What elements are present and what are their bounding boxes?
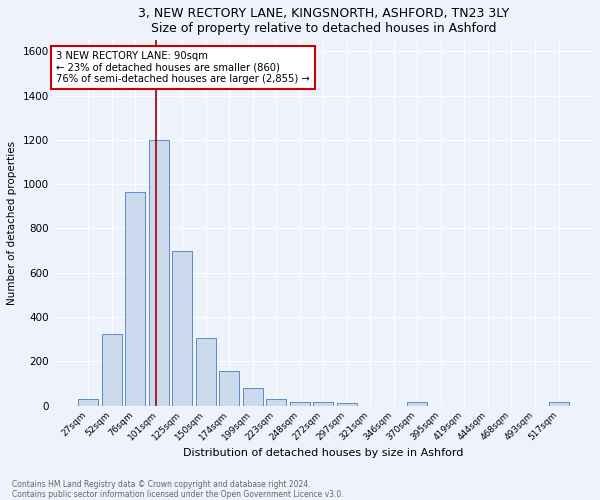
- Bar: [290, 402, 310, 406]
- Bar: [548, 402, 569, 406]
- Bar: [337, 403, 357, 406]
- Text: Contains HM Land Registry data © Crown copyright and database right 2024.
Contai: Contains HM Land Registry data © Crown c…: [12, 480, 344, 499]
- Text: 3 NEW RECTORY LANE: 90sqm
← 23% of detached houses are smaller (860)
76% of semi: 3 NEW RECTORY LANE: 90sqm ← 23% of detac…: [56, 51, 310, 84]
- X-axis label: Distribution of detached houses by size in Ashford: Distribution of detached houses by size …: [183, 448, 464, 458]
- Y-axis label: Number of detached properties: Number of detached properties: [7, 141, 17, 305]
- Bar: [149, 140, 169, 406]
- Title: 3, NEW RECTORY LANE, KINGSNORTH, ASHFORD, TN23 3LY
Size of property relative to : 3, NEW RECTORY LANE, KINGSNORTH, ASHFORD…: [138, 7, 509, 35]
- Bar: [243, 388, 263, 406]
- Bar: [196, 338, 216, 406]
- Bar: [172, 250, 192, 406]
- Bar: [313, 402, 334, 406]
- Bar: [219, 371, 239, 406]
- Bar: [78, 400, 98, 406]
- Bar: [125, 192, 145, 406]
- Bar: [407, 402, 427, 406]
- Bar: [101, 334, 122, 406]
- Bar: [266, 400, 286, 406]
